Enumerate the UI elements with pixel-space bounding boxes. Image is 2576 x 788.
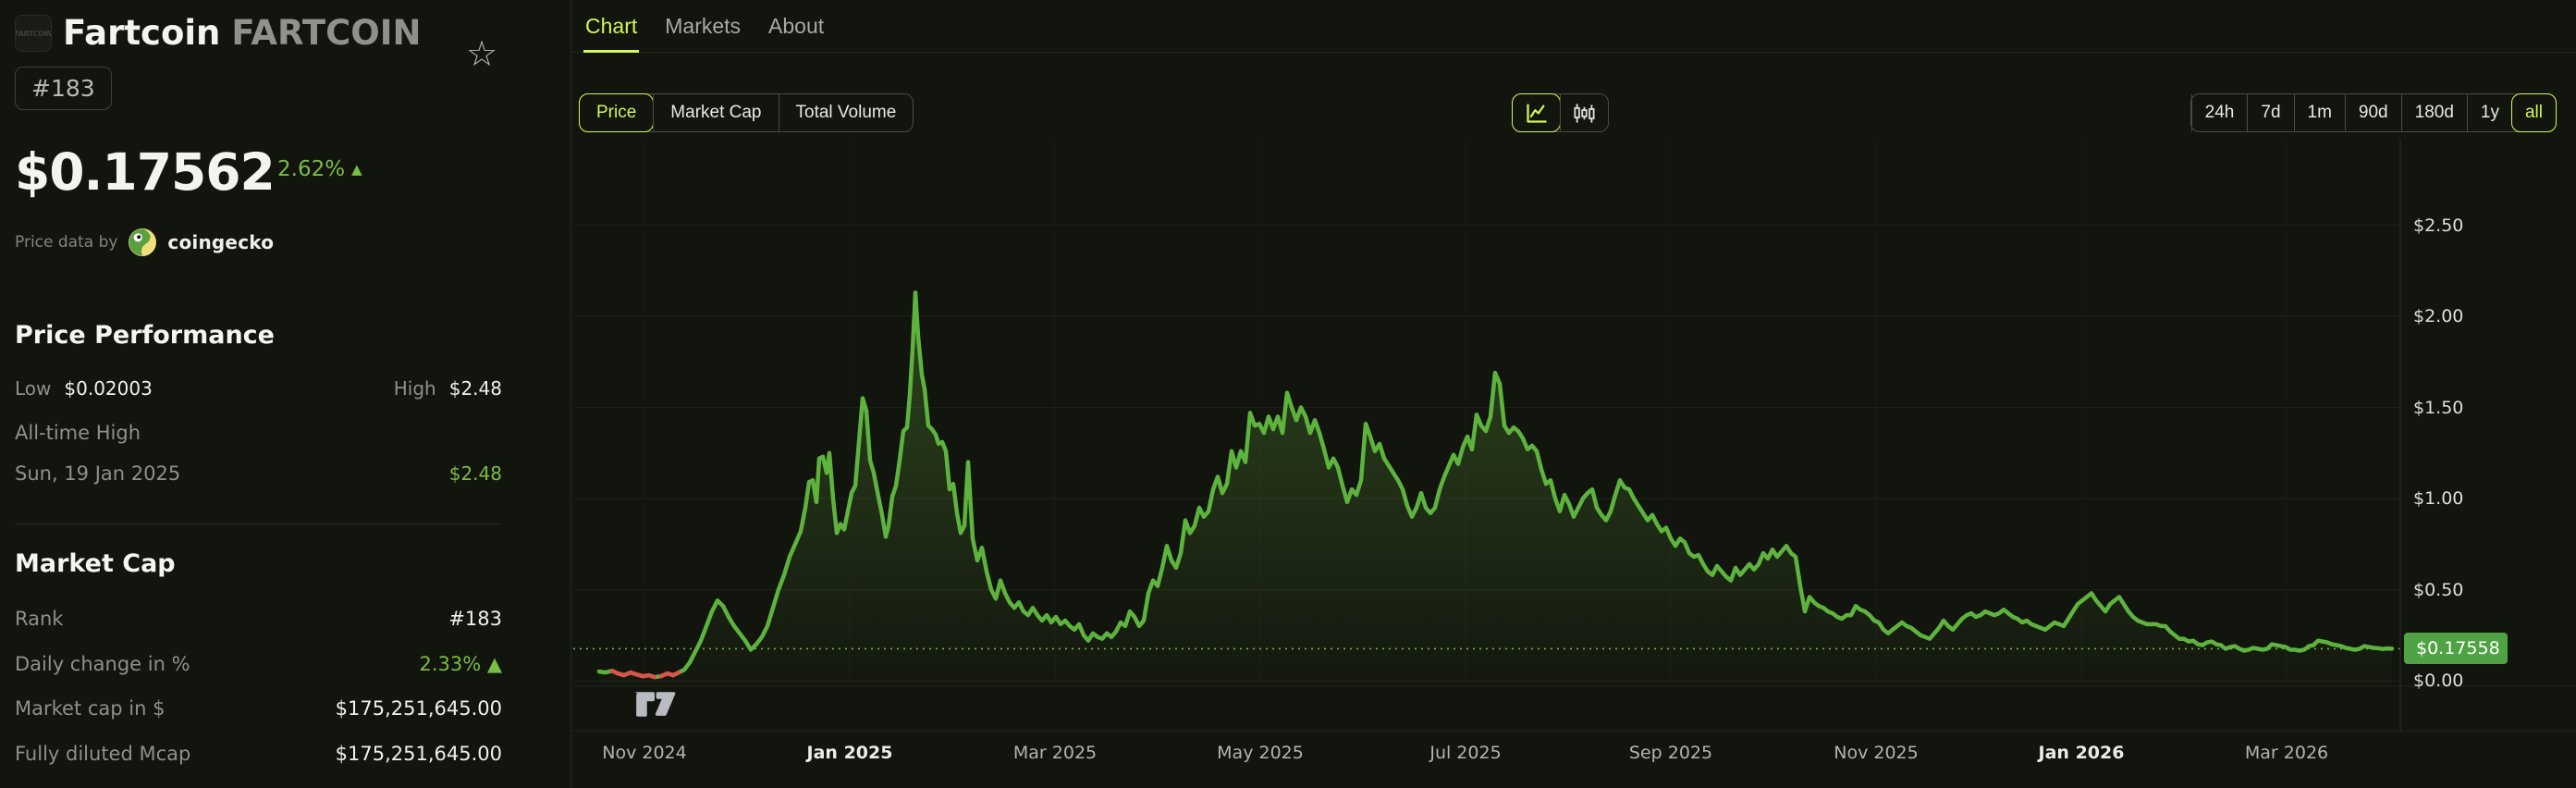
time-range-button[interactable]: 90d xyxy=(2344,94,2401,131)
section-divider xyxy=(15,523,502,524)
tab[interactable]: About xyxy=(767,0,826,53)
metric-value: $175,251,645.00 xyxy=(335,697,502,720)
low-label: Low xyxy=(15,377,52,400)
x-axis-label: Jan 2025 xyxy=(806,743,893,763)
watchlist-star-icon[interactable]: ☆ xyxy=(466,35,498,74)
coin-symbol: FARTCOIN xyxy=(231,13,422,53)
low-value: $0.02003 xyxy=(64,377,153,400)
x-axis-label: Jan 2026 xyxy=(2038,743,2125,763)
high-label: High xyxy=(393,377,436,400)
rank-badge: #183 xyxy=(15,67,112,110)
coin-logo-text: FARTCOIN xyxy=(15,29,52,38)
chart-borders xyxy=(571,139,2576,732)
metric-toggle-button[interactable]: Total Volume xyxy=(778,94,914,131)
tradingview-logo[interactable] xyxy=(632,689,677,720)
chart-area-fill xyxy=(599,292,2392,686)
metric-row: Rank #183 xyxy=(15,597,502,642)
price-data-attribution: Price data by coingecko xyxy=(15,228,274,257)
metric-label: Market cap in $ xyxy=(15,697,166,720)
metric-value: #183 xyxy=(448,608,502,631)
up-triangle-icon: ▲ xyxy=(351,161,362,178)
ath-value: $2.48 xyxy=(448,462,502,485)
page-title: Fartcoin FARTCOIN xyxy=(63,13,421,53)
x-axis-label: Mar 2026 xyxy=(2244,743,2329,763)
y-axis-label: $1.50 xyxy=(2413,397,2464,418)
metric-toggle-group: Price Market Cap Total Volume xyxy=(579,93,914,132)
current-price: $0.17562 xyxy=(15,142,276,202)
price-change-24h: 2.62% ▲ xyxy=(277,157,362,181)
x-axis-label: Nov 2025 xyxy=(1834,743,1919,763)
time-range-button[interactable]: 1m xyxy=(2293,94,2345,131)
time-range-group: 24h 7d 1m 90d 180d 1y all xyxy=(2190,93,2557,132)
time-range-button[interactable]: 180d xyxy=(2400,94,2467,131)
low-high-row: Low $0.02003 High $2.48 xyxy=(15,377,502,400)
sidebar-divider xyxy=(570,0,571,788)
y-axis-label: $1.00 xyxy=(2413,488,2464,509)
market-cap-title: Market Cap xyxy=(15,549,176,578)
tab[interactable]: Chart xyxy=(583,0,640,53)
time-range-button[interactable]: 1y xyxy=(2466,94,2512,131)
attribution-text: Price data by xyxy=(15,233,118,252)
candlestick-icon[interactable] xyxy=(1560,94,1608,131)
metric-toggle-button[interactable]: Price xyxy=(579,93,655,132)
y-axis-label: $0.50 xyxy=(2413,579,2464,600)
metric-row: Fully diluted Mcap $175,251,645.00 xyxy=(15,732,502,777)
metric-value: $175,251,645.00 xyxy=(335,742,502,765)
tabbar-border xyxy=(571,52,2576,53)
tab-bar: Chart Markets About xyxy=(583,0,826,53)
chart-price-line xyxy=(596,290,2395,680)
coingecko-wordmark[interactable]: coingecko xyxy=(167,231,275,253)
time-range-button[interactable]: all xyxy=(2510,93,2557,132)
metric-label: Daily change in % xyxy=(15,652,190,675)
ath-date: Sun, 19 Jan 2025 xyxy=(15,462,181,485)
y-axis-label: $2.00 xyxy=(2413,306,2464,326)
price-performance-title: Price Performance xyxy=(15,321,275,350)
current-price-axis-label: $0.17558 xyxy=(2404,633,2508,665)
time-range-button[interactable]: 24h xyxy=(2190,94,2248,131)
line-chart-icon[interactable] xyxy=(1512,93,1561,132)
x-axis-label: Sep 2025 xyxy=(1628,743,1713,763)
high-value: $2.48 xyxy=(448,377,502,400)
y-axis-label: $0.00 xyxy=(2413,671,2464,691)
metric-toggle-button[interactable]: Market Cap xyxy=(653,94,778,131)
y-axis-label: $2.50 xyxy=(2413,215,2464,236)
x-axis-label: Mar 2025 xyxy=(1012,743,1098,763)
metric-row: Market cap in $ $175,251,645.00 xyxy=(15,686,502,732)
x-axis-label: May 2025 xyxy=(1217,743,1304,763)
metric-row: Daily change in % 2.33% ▲ xyxy=(15,642,502,687)
x-axis-label: Nov 2024 xyxy=(602,743,687,763)
all-time-high-label: All-time High xyxy=(15,422,141,444)
metric-value: 2.33% ▲ xyxy=(419,652,502,675)
price-change-value: 2.62% xyxy=(277,157,346,181)
time-range-button[interactable]: 7d xyxy=(2247,94,2293,131)
market-cap-rows: Rank #183 Daily change in % 2.33% ▲ Mark… xyxy=(15,597,502,776)
metric-label: Rank xyxy=(15,608,64,631)
metric-label: Fully diluted Mcap xyxy=(15,742,191,765)
chart-price-line-red-segments xyxy=(609,668,681,680)
tab[interactable]: Markets xyxy=(663,0,742,53)
coingecko-logo-icon xyxy=(129,228,157,256)
chart-type-toggle-group xyxy=(1512,93,1609,132)
coin-name: Fartcoin xyxy=(63,13,221,53)
coin-logo: FARTCOIN xyxy=(15,15,52,52)
all-time-high-row: Sun, 19 Jan 2025 $2.48 xyxy=(15,462,502,485)
x-axis-label: Jul 2025 xyxy=(1429,743,1502,763)
